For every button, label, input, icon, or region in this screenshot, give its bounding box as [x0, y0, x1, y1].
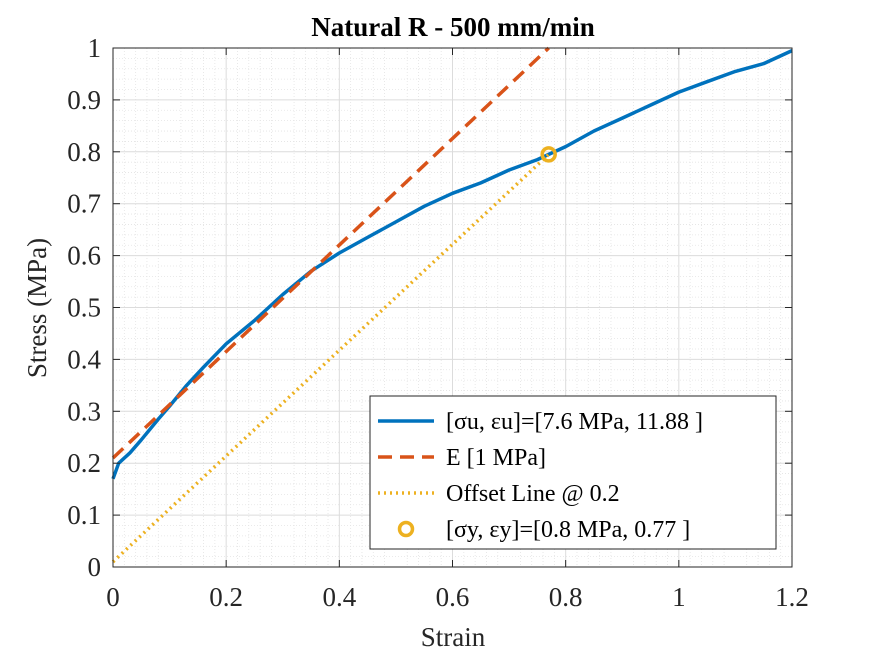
chart-title: Natural R - 500 mm/min [311, 12, 594, 42]
legend-label: E [1 MPa] [446, 445, 546, 471]
x-tick-label: 0.6 [436, 582, 470, 612]
y-tick-label: 0 [88, 552, 102, 582]
x-tick-label: 0 [106, 582, 120, 612]
x-tick-labels: 0 0.2 0.4 0.6 0.8 1 1.2 [106, 582, 809, 612]
series-layer [111, 46, 793, 564]
x-tick-label: 0.2 [209, 582, 243, 612]
y-tick-label: 0.5 [67, 293, 101, 323]
y-tick-label: 0.2 [67, 448, 101, 478]
x-tick-label: 1.2 [775, 582, 809, 612]
modulus-line [111, 46, 550, 460]
yield-point-marker [540, 146, 557, 163]
legend-entry-ultimate: [σu, εu]=[7.6 MPa, 11.88 ] [378, 409, 703, 435]
x-tick-label: 0.8 [549, 582, 583, 612]
y-tick-label: 0.9 [67, 85, 101, 115]
tick-marks [112, 47, 793, 568]
x-axis-label: Strain [421, 622, 486, 652]
legend-marker [397, 520, 415, 538]
legend-label: [σy, εy]=[0.8 MPa, 0.77 ] [446, 517, 690, 543]
y-tick-label: 1 [88, 33, 102, 63]
y-tick-labels: 0 0.1 0.2 0.3 0.4 0.5 0.6 0.7 0.8 0.9 1 [67, 33, 101, 582]
legend-entry-modulus: E [1 MPa] [378, 445, 546, 471]
y-tick-label: 0.3 [67, 396, 101, 426]
legend-label: [σu, εu]=[7.6 MPa, 11.88 ] [446, 409, 703, 435]
y-tick-label: 0.1 [67, 500, 101, 530]
legend-entry-yield: [σy, εy]=[0.8 MPa, 0.77 ] [397, 517, 690, 543]
legend-box [369, 395, 777, 550]
y-tick-label: 0.7 [67, 189, 101, 219]
legend-label: Offset Line @ 0.2 [446, 481, 620, 507]
y-tick-label: 0.8 [67, 137, 101, 167]
x-tick-label: 0.4 [322, 582, 356, 612]
x-tick-label: 1 [672, 582, 686, 612]
y-tick-label: 0.6 [67, 241, 101, 271]
legend: [σu, εu]=[7.6 MPa, 11.88 ] E [1 MPa] Offse… [369, 395, 777, 550]
legend-entry-offset: Offset Line @ 0.2 [378, 481, 620, 507]
y-axis-label: Stress (MPa) [22, 238, 52, 378]
y-tick-label: 0.4 [67, 344, 101, 374]
